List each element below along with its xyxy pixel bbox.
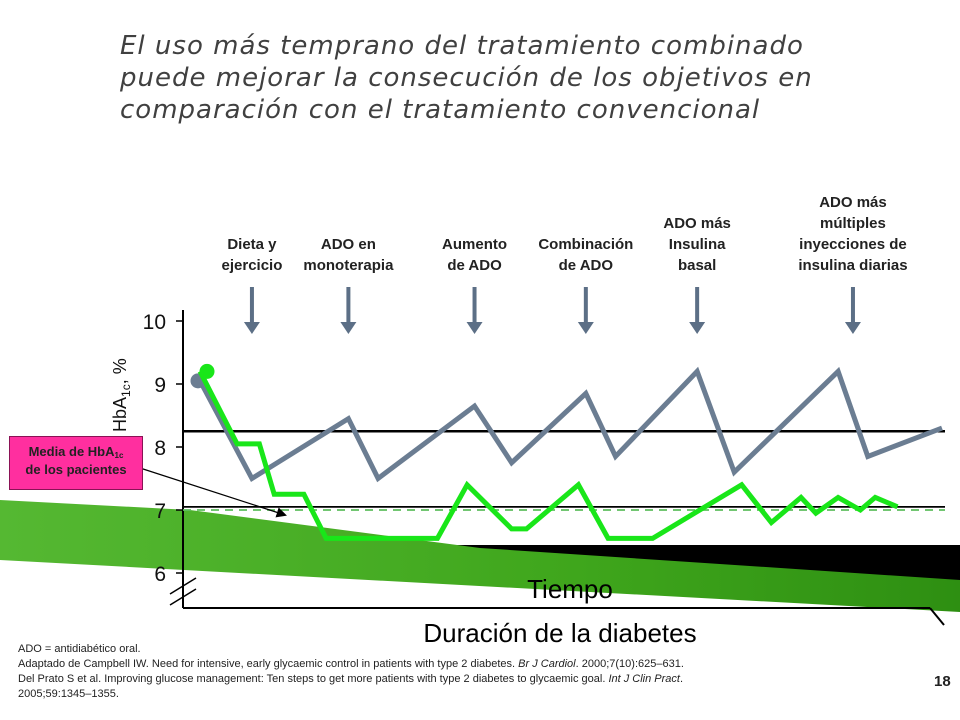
y-tick-label: 8 <box>154 437 166 460</box>
stage-label-5: basal <box>678 257 716 274</box>
footnotes: ADO = antidiabético oral. Adaptado de Ca… <box>18 642 918 702</box>
stage-arrow-head <box>466 322 483 334</box>
page-number: 18 <box>934 673 951 690</box>
stage-label-3: de ADO <box>447 257 502 274</box>
y-axis-label-sub: 1c <box>119 384 133 397</box>
y-tick-label: 7 <box>154 500 166 523</box>
footnote-reference-1: Adaptado de Campbell IW. Need for intens… <box>18 657 918 672</box>
axis-break-mark <box>169 588 197 606</box>
stage-label-3: Aumento <box>442 236 507 253</box>
title-line-2: puede mejorar la consecución de los obje… <box>120 63 813 93</box>
callout-label: Media de HbA <box>28 444 115 459</box>
conventional-treatment-line <box>197 366 943 483</box>
ref2-end: . <box>679 673 684 685</box>
stage-label-4: de ADO <box>559 257 614 274</box>
stage-label-6: inyecciones de <box>799 236 907 253</box>
stage-label-5: ADO más <box>663 215 731 232</box>
combined-start-point <box>199 363 215 379</box>
y-tick-label: 10 <box>143 311 166 334</box>
footnote-abbreviation: ADO = antidiabético oral. <box>18 643 141 655</box>
stage-arrow-head <box>689 322 706 334</box>
x-axis-end-tick <box>929 607 945 626</box>
title-line-3: comparación con el tratamiento convencio… <box>120 95 761 125</box>
y-tick-label: 9 <box>154 374 166 397</box>
callout-subscript: 1c <box>114 451 124 460</box>
stage-arrow-head <box>243 322 260 334</box>
footnote-reference-3: 2005;59:1345–1355. <box>18 688 119 700</box>
stage-label-6: ADO más <box>819 194 887 211</box>
ref2-text: Del Prato S et al. Improving glucose man… <box>18 673 609 685</box>
stage-label-1: ejercicio <box>222 257 283 274</box>
y-tick-label: 6 <box>154 563 166 586</box>
x-axis-sublabel: Tiempo <box>527 574 613 604</box>
footnote-reference-2: Del Prato S et al. Improving glucose man… <box>18 672 918 687</box>
stage-label-6: múltiples <box>820 215 886 232</box>
stage-label-4: Combinación <box>538 236 633 253</box>
stage-label-1: Dieta y <box>227 236 277 253</box>
x-axis-label: Duración de la diabetes <box>423 618 696 648</box>
stage-arrow-head <box>340 322 357 334</box>
stage-label-2: monoterapia <box>303 257 394 274</box>
ref1-journal: Br J Cardiol <box>518 658 576 670</box>
y-axis-label: HbA1c, % <box>110 358 133 432</box>
stage-label-5: Insulina <box>669 236 726 253</box>
footer-white-panel <box>0 560 960 720</box>
stage-arrow-head <box>844 322 861 334</box>
patient-mean-callout: Media de HbA1c de los pacientes <box>9 436 143 490</box>
callout-pointer-arrow <box>139 467 287 518</box>
ref2-journal: Int J Clin Pract <box>608 673 680 685</box>
title-line-1: El uso más temprano del tratamiento comb… <box>120 31 804 61</box>
ref1-text: Adaptado de Campbell IW. Need for intens… <box>18 658 519 670</box>
y-axis-label-unit: , % <box>110 358 130 384</box>
stage-arrow-head <box>577 322 594 334</box>
slide-title: El uso más temprano del tratamiento comb… <box>120 30 920 126</box>
stage-label-6: insulina diarias <box>798 257 907 274</box>
axis-break-mark <box>169 577 197 595</box>
stage-label-2: ADO en <box>321 236 376 253</box>
callout-line-2: de los pacientes <box>25 462 127 477</box>
ref1-citation: . 2000;7(10):625–631. <box>575 658 684 670</box>
y-axis-label-main: HbA <box>110 397 130 432</box>
combined-treatment-line <box>197 370 899 541</box>
